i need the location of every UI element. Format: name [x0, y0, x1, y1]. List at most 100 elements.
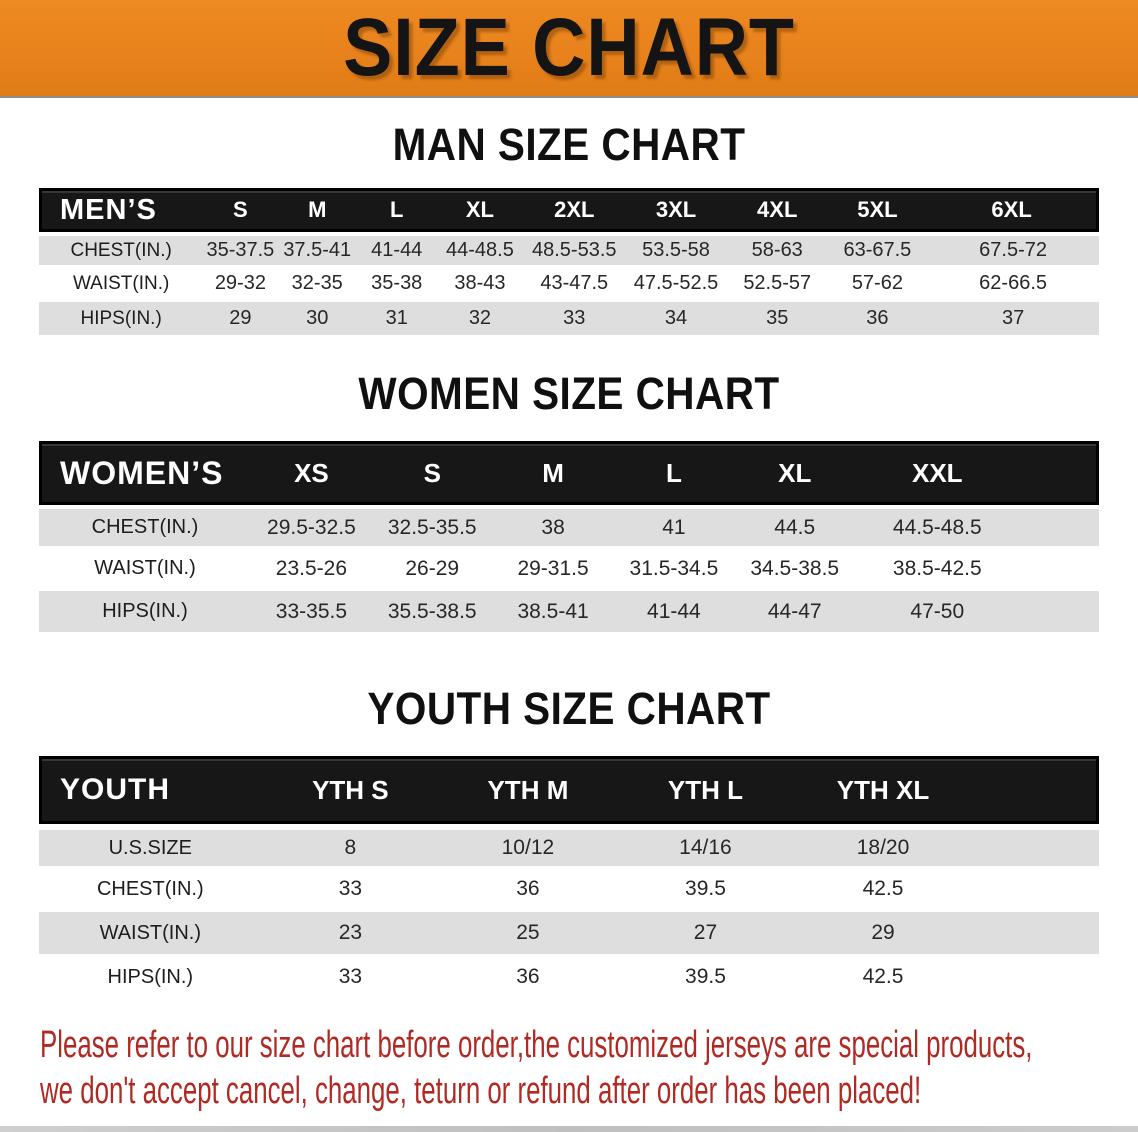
col-header-xxl: XXL	[855, 441, 1020, 505]
size-cell: 29-32	[203, 267, 278, 302]
youth-hips-row: HIPS(IN.) 33 36 39.5 42.5	[39, 956, 1099, 1000]
youth-size-table: YOUTH YTH S YTH M YTH L YTH XL U.S.SIZE …	[39, 756, 1099, 1000]
row-label: WAIST(IN.)	[39, 548, 251, 591]
size-cell: 23	[261, 912, 440, 956]
size-cell: 33-35.5	[251, 591, 372, 634]
col-header-3xl: 3XL	[625, 188, 727, 232]
size-cell: 33	[261, 868, 440, 912]
order-note: Please refer to our size chart before or…	[40, 1022, 1138, 1114]
size-cell: 42.5	[794, 868, 972, 912]
womens-header-row: WOMEN’S XS S M L XL XXL	[39, 441, 1099, 505]
mens-header-row: MEN’S S M L XL 2XL 3XL 4XL 5XL 6XL	[39, 188, 1099, 232]
size-cell: 27	[616, 912, 795, 956]
size-cell: 39.5	[616, 956, 795, 1000]
size-cell: 32	[436, 302, 524, 337]
mens-hips-row: HIPS(IN.) 29 30 31 32 33 34 35 36 37	[39, 302, 1099, 337]
women-section-heading: WOMEN SIZE CHART	[0, 371, 1138, 417]
size-cell: 35-37.5	[203, 232, 278, 267]
youth-corner-header: YOUTH	[39, 756, 262, 824]
note-line-2: we don't accept cancel, change, teturn o…	[40, 1070, 922, 1112]
row-label: HIPS(IN.)	[39, 302, 204, 337]
mens-size-table: MEN’S S M L XL 2XL 3XL 4XL 5XL 6XL CHEST…	[39, 188, 1099, 337]
size-cell: 37.5-41	[277, 232, 357, 267]
size-cell: 41	[613, 505, 735, 548]
size-cell: 63-67.5	[827, 232, 928, 267]
youth-header-row: YOUTH YTH S YTH M YTH L YTH XL	[39, 756, 1099, 824]
col-header-xl: XL	[436, 188, 524, 232]
man-heading-text: MAN SIZE CHART	[392, 119, 746, 170]
size-cell: 10/12	[439, 824, 617, 868]
size-cell: 30	[277, 302, 357, 337]
row-label: HIPS(IN.)	[39, 591, 251, 634]
size-cell: 33	[261, 956, 440, 1000]
size-cell: 44.5	[734, 505, 856, 548]
spacer-cell	[1019, 505, 1099, 548]
size-cell: 32.5-35.5	[371, 505, 493, 548]
col-header-m: M	[277, 188, 357, 232]
spacer-cell	[1019, 591, 1099, 634]
size-cell: 14/16	[616, 824, 795, 868]
size-cell: 35.5-38.5	[371, 591, 493, 634]
col-header-6xl: 6XL	[927, 188, 1099, 232]
women-heading-text: WOMEN SIZE CHART	[358, 368, 780, 419]
size-cell: 41-44	[613, 591, 735, 634]
col-header-4xl: 4XL	[726, 188, 828, 232]
size-cell: 31	[356, 302, 437, 337]
spacer-cell	[971, 756, 1099, 824]
size-cell: 23.5-26	[251, 548, 372, 591]
spacer-cell	[971, 912, 1099, 956]
spacer-cell	[971, 868, 1099, 912]
row-label: CHEST(IN.)	[39, 232, 204, 267]
size-cell: 39.5	[616, 868, 795, 912]
col-header-yth-s: YTH S	[261, 756, 440, 824]
size-cell: 44.5-48.5	[855, 505, 1020, 548]
row-label: HIPS(IN.)	[39, 956, 262, 1000]
col-header-s: S	[371, 441, 493, 505]
row-label: U.S.SIZE	[39, 824, 262, 868]
col-header-yth-xl: YTH XL	[794, 756, 972, 824]
size-cell: 47-50	[855, 591, 1020, 634]
mens-corner-header: MEN’S	[39, 188, 204, 232]
col-header-m: M	[492, 441, 614, 505]
col-header-2xl: 2XL	[523, 188, 626, 232]
size-cell: 58-63	[726, 232, 828, 267]
spacer-cell	[1019, 548, 1099, 591]
size-cell: 25	[439, 912, 617, 956]
size-cell: 29	[794, 912, 972, 956]
size-cell: 44-48.5	[436, 232, 524, 267]
size-cell: 34	[625, 302, 727, 337]
size-chart-banner: SIZE CHART	[0, 0, 1138, 98]
note-line-1: Please refer to our size chart before or…	[40, 1024, 1033, 1066]
size-cell: 35	[726, 302, 828, 337]
size-cell: 36	[439, 956, 617, 1000]
bottom-divider	[0, 1126, 1138, 1132]
size-cell: 48.5-53.5	[523, 232, 626, 267]
size-cell: 35-38	[356, 267, 437, 302]
youth-chest-row: CHEST(IN.) 33 36 39.5 42.5	[39, 868, 1099, 912]
col-header-5xl: 5XL	[827, 188, 928, 232]
size-cell: 36	[439, 868, 617, 912]
spacer-cell	[1019, 441, 1099, 505]
size-cell: 8	[261, 824, 440, 868]
youth-waist-row: WAIST(IN.) 23 25 27 29	[39, 912, 1099, 956]
size-cell: 37	[927, 302, 1099, 337]
size-cell: 31.5-34.5	[613, 548, 735, 591]
col-header-yth-m: YTH M	[439, 756, 617, 824]
size-cell: 67.5-72	[927, 232, 1099, 267]
row-label: CHEST(IN.)	[39, 868, 262, 912]
size-cell: 41-44	[356, 232, 437, 267]
row-label: CHEST(IN.)	[39, 505, 251, 548]
womens-waist-row: WAIST(IN.) 23.5-26 26-29 29-31.5 31.5-34…	[39, 548, 1099, 591]
spacer-cell	[971, 956, 1099, 1000]
womens-hips-row: HIPS(IN.) 33-35.5 35.5-38.5 38.5-41 41-4…	[39, 591, 1099, 634]
row-label: WAIST(IN.)	[39, 267, 204, 302]
size-cell: 38	[492, 505, 614, 548]
size-cell: 29.5-32.5	[251, 505, 372, 548]
mens-chest-row: CHEST(IN.) 35-37.5 37.5-41 41-44 44-48.5…	[39, 232, 1099, 267]
size-cell: 33	[523, 302, 626, 337]
youth-ussize-row: U.S.SIZE 8 10/12 14/16 18/20	[39, 824, 1099, 868]
size-cell: 18/20	[794, 824, 972, 868]
size-cell: 42.5	[794, 956, 972, 1000]
size-cell: 62-66.5	[927, 267, 1099, 302]
womens-chest-row: CHEST(IN.) 29.5-32.5 32.5-35.5 38 41 44.…	[39, 505, 1099, 548]
